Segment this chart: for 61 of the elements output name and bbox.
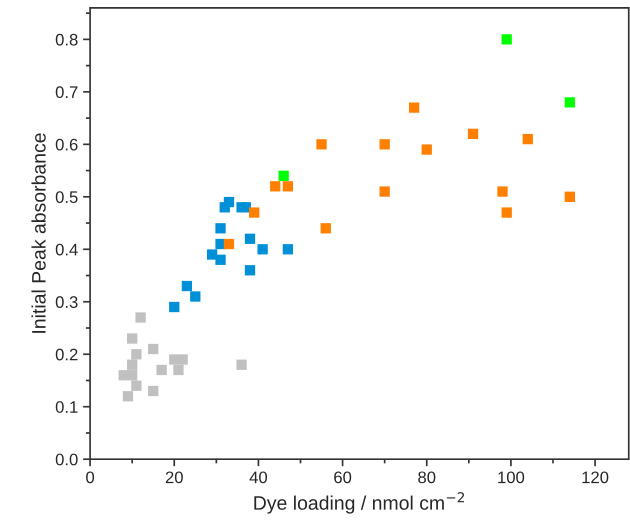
point [270, 181, 280, 192]
point [380, 186, 390, 197]
point [408, 102, 420, 113]
point [497, 186, 508, 197]
point [224, 196, 234, 208]
point [127, 333, 138, 344]
point [156, 364, 167, 376]
point [135, 312, 146, 323]
point [278, 170, 289, 181]
point [282, 181, 294, 192]
point [564, 192, 575, 202]
y-tick-label: 0.0 [56, 454, 78, 466]
point [173, 364, 184, 376]
x-tick-label: 0 [86, 471, 94, 484]
point [240, 202, 251, 212]
point [224, 238, 234, 250]
y-tick-label: 0.3 [56, 296, 78, 308]
x-axis-title: Dye loading / nmol cm$^{−2}$ [254, 492, 464, 514]
point [564, 97, 575, 108]
point [468, 128, 478, 139]
point [169, 302, 180, 312]
y-tick-label: 0.4 [56, 244, 78, 256]
point [236, 360, 247, 370]
point [127, 370, 138, 380]
point [206, 249, 218, 260]
y-tick-label: 0.1 [56, 401, 78, 413]
point [131, 380, 142, 391]
point [282, 244, 294, 254]
point [316, 139, 327, 150]
y-tick-label: 0.7 [56, 86, 78, 98]
point [182, 280, 192, 292]
point [244, 234, 256, 244]
point [380, 139, 390, 150]
y-tick-label: 0.6 [56, 138, 78, 151]
point [131, 349, 142, 360]
y-tick-label: 0.8 [56, 34, 78, 46]
y-axis-title: Initial Peak absorbance [31, 133, 46, 333]
point [257, 244, 268, 254]
x-tick-label: 80 [418, 471, 436, 484]
point [127, 360, 138, 370]
point [178, 354, 188, 365]
point [215, 254, 226, 265]
point [244, 265, 256, 276]
point [522, 134, 533, 144]
y-tick-label: 0.5 [56, 191, 78, 204]
point [502, 34, 512, 45]
point [122, 391, 134, 402]
x-tick-label: 20 [166, 471, 183, 484]
y-tick-label: 0.2 [56, 348, 78, 360]
x-tick-label: 40 [250, 471, 268, 484]
x-tick-label: 120 [582, 471, 608, 484]
point [148, 344, 158, 354]
point [422, 144, 432, 155]
point [320, 223, 331, 234]
x-tick-label: 60 [334, 471, 352, 484]
point [215, 223, 226, 234]
point [148, 386, 158, 396]
point [190, 291, 200, 302]
point [249, 207, 260, 218]
x-tick-label: 100 [498, 471, 524, 484]
point [502, 207, 512, 218]
